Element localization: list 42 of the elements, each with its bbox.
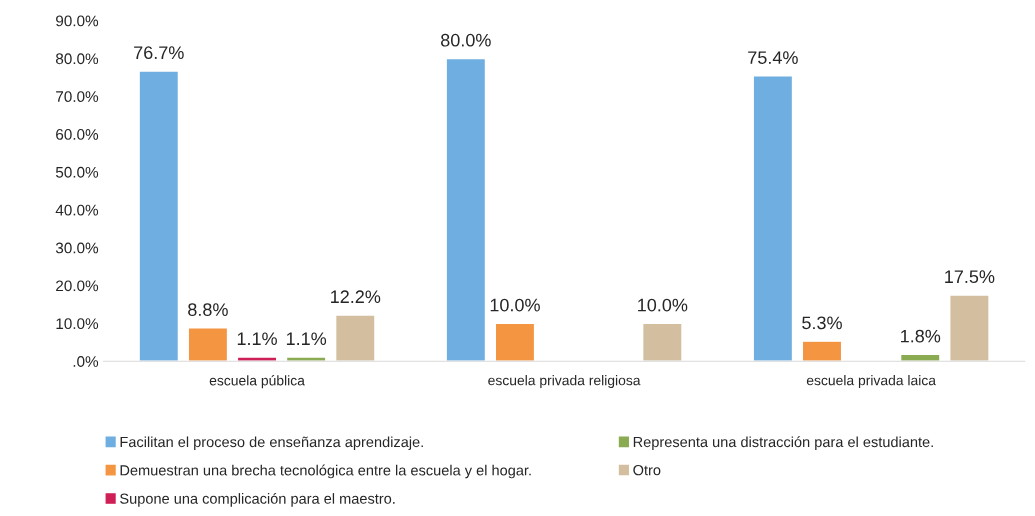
y-tick-label: 90.0% (56, 15, 99, 27)
bar (801, 340, 843, 362)
y-tick-label: 50.0% (55, 166, 99, 178)
y-tick-label: .0% (73, 356, 99, 367)
bar (285, 356, 327, 362)
data-label: 17.5% (945, 270, 995, 284)
data-label: 10.0% (638, 298, 688, 312)
bar (949, 294, 990, 362)
legend-label: Otro (633, 464, 661, 476)
data-label: 10.0% (490, 298, 540, 312)
bar (236, 356, 278, 362)
data-label: 1.8% (901, 329, 941, 343)
data-label: 1.1% (286, 332, 327, 346)
bar (641, 322, 683, 362)
bar (138, 70, 180, 362)
y-tick-label: 30.0% (55, 242, 99, 254)
legend-label: Facilitan el proceso de enseñanza aprendizaje. (120, 436, 423, 451)
bar (187, 327, 229, 362)
data-label: 1.1% (237, 332, 277, 346)
bar (494, 322, 536, 362)
y-tick-label: 40.0% (55, 204, 99, 216)
x-tick-label: escuela privada religiosa (488, 375, 641, 389)
data-label: 80.0% (441, 33, 491, 47)
y-tick-label: 10.0% (56, 318, 99, 330)
y-tick-label: 70.0% (56, 91, 99, 103)
bar (899, 353, 941, 362)
x-tick-label: escuela privada laica (806, 375, 936, 389)
bar (445, 57, 487, 362)
y-tick-label: 80.0% (55, 53, 99, 65)
legend-label: Demuestran una brecha tecnológica entre la escuela y el hogar. (120, 464, 531, 479)
legend-label: Representa una distracción para el estudiante. (633, 436, 933, 451)
x-tick-label: escuela pública (209, 375, 305, 389)
data-label: 12.2% (331, 290, 381, 304)
bar (334, 314, 376, 362)
y-tick-label: 20.0% (56, 280, 99, 292)
bar (752, 75, 794, 362)
data-label: 76.7% (134, 46, 184, 60)
data-label: 8.8% (188, 303, 228, 316)
y-tick-label: 60.0% (56, 129, 99, 140)
legend-label: Supone una complicación para el maestro. (120, 492, 395, 507)
data-label: 5.3% (802, 316, 842, 330)
data-label: 75.4% (748, 51, 798, 64)
